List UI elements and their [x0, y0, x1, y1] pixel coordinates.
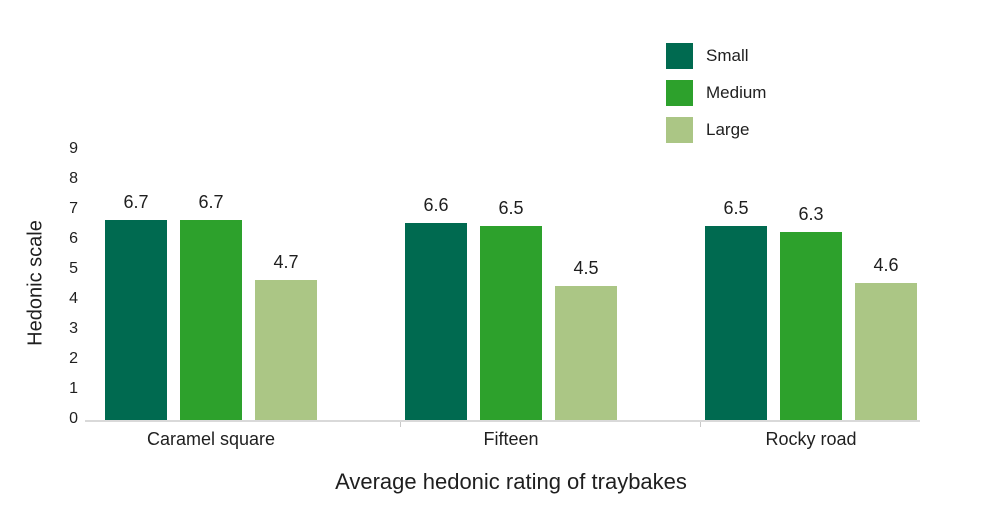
bar-large [555, 286, 617, 421]
bar-medium [180, 220, 242, 421]
legend-item-small: Small [666, 43, 766, 69]
legend-swatch-small-icon [666, 43, 693, 69]
y-tick-label: 6 [69, 230, 78, 247]
bar-large [855, 283, 917, 421]
x-category-label: Rocky road [765, 429, 857, 449]
bar-value-label: 6.7 [123, 192, 149, 212]
bar-value-label: 6.3 [798, 204, 824, 224]
bar-value-label: 4.7 [273, 252, 299, 272]
y-tick-label: 4 [69, 290, 78, 307]
y-tick-label: 2 [69, 350, 78, 367]
legend-item-medium: Medium [666, 80, 766, 106]
bar-value-label: 6.5 [723, 198, 749, 218]
legend: Small Medium Large [666, 43, 766, 143]
chart-title: Average hedonic rating of traybakes [335, 469, 687, 494]
x-category-label: Fifteen [483, 429, 539, 449]
bar-small [705, 226, 767, 421]
x-axis-tick [700, 422, 701, 427]
legend-swatch-large-icon [666, 117, 693, 143]
legend-swatch-medium-icon [666, 80, 693, 106]
bar-small [105, 220, 167, 421]
bar-value-label: 6.7 [198, 192, 224, 212]
y-tick-label: 5 [69, 260, 78, 277]
y-tick-label: 7 [69, 200, 78, 217]
legend-item-large: Large [666, 117, 766, 143]
y-tick-label: 8 [69, 170, 78, 187]
bar-small [405, 223, 467, 421]
bar-value-label: 4.6 [873, 255, 899, 275]
x-axis-line [85, 420, 920, 422]
y-tick-label: 9 [69, 140, 78, 157]
legend-label: Medium [706, 83, 767, 102]
y-tick-label: 3 [69, 320, 78, 337]
bar-value-label: 6.5 [498, 198, 524, 218]
x-axis-tick [400, 422, 401, 427]
bar-large [255, 280, 317, 421]
y-tick-label: 1 [69, 380, 78, 397]
bar-value-label: 4.5 [573, 258, 599, 278]
y-tick-label: 0 [69, 410, 78, 427]
x-category-label: Caramel square [146, 429, 276, 449]
bar-medium [780, 232, 842, 421]
bar-medium [480, 226, 542, 421]
legend-label: Large [706, 120, 750, 139]
bar-value-label: 6.6 [423, 195, 449, 215]
legend-label: Small [706, 46, 749, 65]
